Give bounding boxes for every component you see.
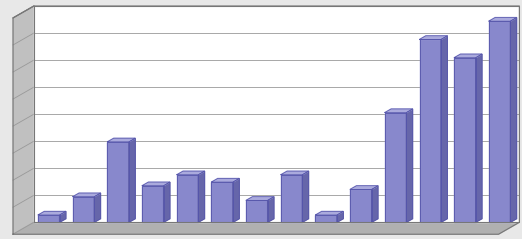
Polygon shape bbox=[315, 211, 343, 215]
Polygon shape bbox=[350, 189, 372, 222]
Polygon shape bbox=[420, 36, 447, 39]
Polygon shape bbox=[385, 113, 406, 222]
Polygon shape bbox=[198, 171, 205, 222]
Polygon shape bbox=[406, 109, 412, 222]
Polygon shape bbox=[281, 171, 309, 175]
Polygon shape bbox=[38, 215, 60, 222]
Polygon shape bbox=[441, 36, 447, 222]
Polygon shape bbox=[454, 58, 476, 222]
Polygon shape bbox=[385, 109, 412, 113]
Polygon shape bbox=[60, 211, 66, 222]
Polygon shape bbox=[73, 197, 94, 222]
Polygon shape bbox=[372, 186, 378, 222]
Polygon shape bbox=[73, 193, 101, 197]
Polygon shape bbox=[177, 175, 198, 222]
Polygon shape bbox=[511, 17, 517, 222]
Polygon shape bbox=[142, 186, 163, 222]
Polygon shape bbox=[315, 215, 337, 222]
Polygon shape bbox=[268, 197, 274, 222]
Polygon shape bbox=[38, 211, 66, 215]
Polygon shape bbox=[246, 197, 274, 200]
Polygon shape bbox=[108, 142, 129, 222]
Polygon shape bbox=[211, 179, 239, 182]
Polygon shape bbox=[489, 17, 517, 21]
Polygon shape bbox=[454, 54, 482, 58]
Polygon shape bbox=[489, 21, 511, 222]
Polygon shape bbox=[420, 39, 441, 222]
Polygon shape bbox=[350, 186, 378, 189]
Polygon shape bbox=[211, 182, 233, 222]
Polygon shape bbox=[281, 175, 302, 222]
Polygon shape bbox=[34, 6, 519, 222]
Polygon shape bbox=[13, 222, 519, 234]
Polygon shape bbox=[476, 54, 482, 222]
Polygon shape bbox=[108, 138, 135, 142]
Polygon shape bbox=[302, 171, 309, 222]
Polygon shape bbox=[246, 200, 268, 222]
Polygon shape bbox=[142, 182, 170, 186]
Polygon shape bbox=[129, 138, 135, 222]
Polygon shape bbox=[13, 6, 34, 234]
Polygon shape bbox=[177, 171, 205, 175]
Polygon shape bbox=[233, 179, 239, 222]
Polygon shape bbox=[163, 182, 170, 222]
Polygon shape bbox=[94, 193, 101, 222]
Polygon shape bbox=[337, 211, 343, 222]
